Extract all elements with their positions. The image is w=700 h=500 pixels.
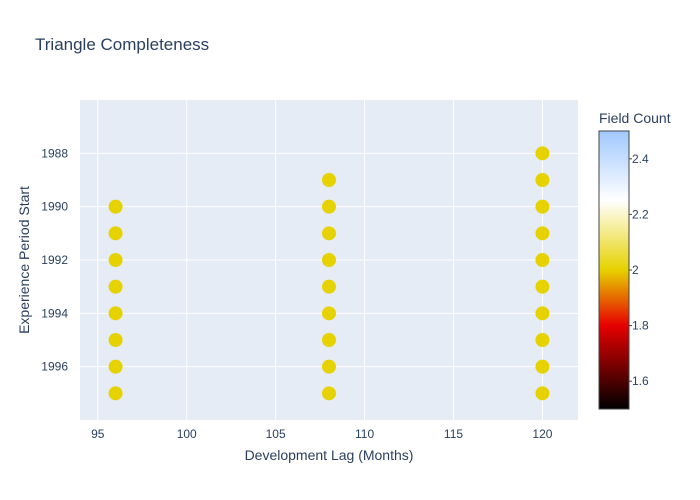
data-point xyxy=(322,253,336,267)
y-tick-label: 1992 xyxy=(41,253,68,267)
data-point xyxy=(535,226,550,241)
colorbar-tick-label: 1.8 xyxy=(632,319,649,333)
y-axis-ticks: 1988 1990 1992 1994 1996 xyxy=(41,146,68,373)
data-point xyxy=(108,333,123,347)
x-tick-label: 120 xyxy=(532,427,552,441)
data-point xyxy=(535,306,550,321)
data-points xyxy=(108,146,550,401)
data-point xyxy=(322,359,336,374)
x-axis-title: Development Lag (Months) xyxy=(245,447,414,463)
data-point xyxy=(108,226,123,241)
data-point xyxy=(108,359,123,374)
data-point xyxy=(108,306,123,321)
y-axis-title: Experience Period Start xyxy=(16,186,32,334)
data-point xyxy=(535,359,550,374)
data-point xyxy=(322,386,336,401)
x-axis-ticks: 95 100 105 110 115 120 xyxy=(91,427,553,441)
colorbar-ticks: 1.6 1.8 2 2.2 2.4 xyxy=(629,152,649,388)
y-tick-label: 1988 xyxy=(41,146,68,160)
colorbar-tick-label: 2.2 xyxy=(632,207,649,221)
data-point xyxy=(535,253,550,267)
colorbar-gradient xyxy=(598,130,630,410)
colorbar-tick-label: 2.4 xyxy=(632,152,649,166)
x-tick-label: 110 xyxy=(355,427,374,441)
x-tick-label: 105 xyxy=(266,427,286,441)
data-point xyxy=(108,253,123,267)
y-tick-label: 1990 xyxy=(41,200,68,214)
data-point xyxy=(535,146,550,161)
data-point xyxy=(535,386,550,401)
data-point xyxy=(322,173,336,187)
y-tick-label: 1994 xyxy=(41,306,68,320)
data-point xyxy=(108,279,123,294)
data-point xyxy=(535,279,550,294)
data-point xyxy=(322,226,336,241)
data-point xyxy=(535,333,550,347)
data-point xyxy=(108,386,123,401)
x-tick-label: 115 xyxy=(444,427,463,441)
x-tick-label: 95 xyxy=(91,427,105,441)
data-point xyxy=(322,306,336,321)
data-point xyxy=(322,333,336,347)
data-point xyxy=(322,199,336,214)
colorbar-title: Field Count xyxy=(599,110,671,126)
colorbar-tick-label: 1.6 xyxy=(632,374,649,388)
data-point xyxy=(535,199,550,214)
y-tick-label: 1996 xyxy=(41,360,68,374)
chart-title: Triangle Completeness xyxy=(35,35,209,54)
data-point xyxy=(108,199,123,214)
colorbar: Field Count 1.6 1.8 2 2.2 2.4 xyxy=(598,110,671,410)
x-tick-label: 100 xyxy=(177,427,197,441)
data-point xyxy=(535,173,550,187)
colorbar-tick-label: 2 xyxy=(632,263,639,277)
data-point xyxy=(322,279,336,294)
